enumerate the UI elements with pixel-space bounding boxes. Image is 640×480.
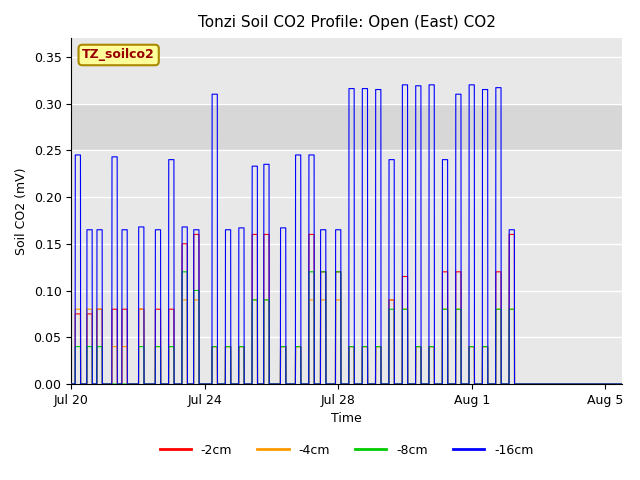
Legend: -2cm, -4cm, -8cm, -16cm: -2cm, -4cm, -8cm, -16cm — [155, 439, 539, 462]
X-axis label: Time: Time — [331, 412, 362, 425]
Y-axis label: Soil CO2 (mV): Soil CO2 (mV) — [15, 168, 28, 255]
Text: TZ_soilco2: TZ_soilco2 — [83, 48, 155, 61]
Title: Tonzi Soil CO2 Profile: Open (East) CO2: Tonzi Soil CO2 Profile: Open (East) CO2 — [198, 15, 495, 30]
Bar — [71, 104, 622, 150]
